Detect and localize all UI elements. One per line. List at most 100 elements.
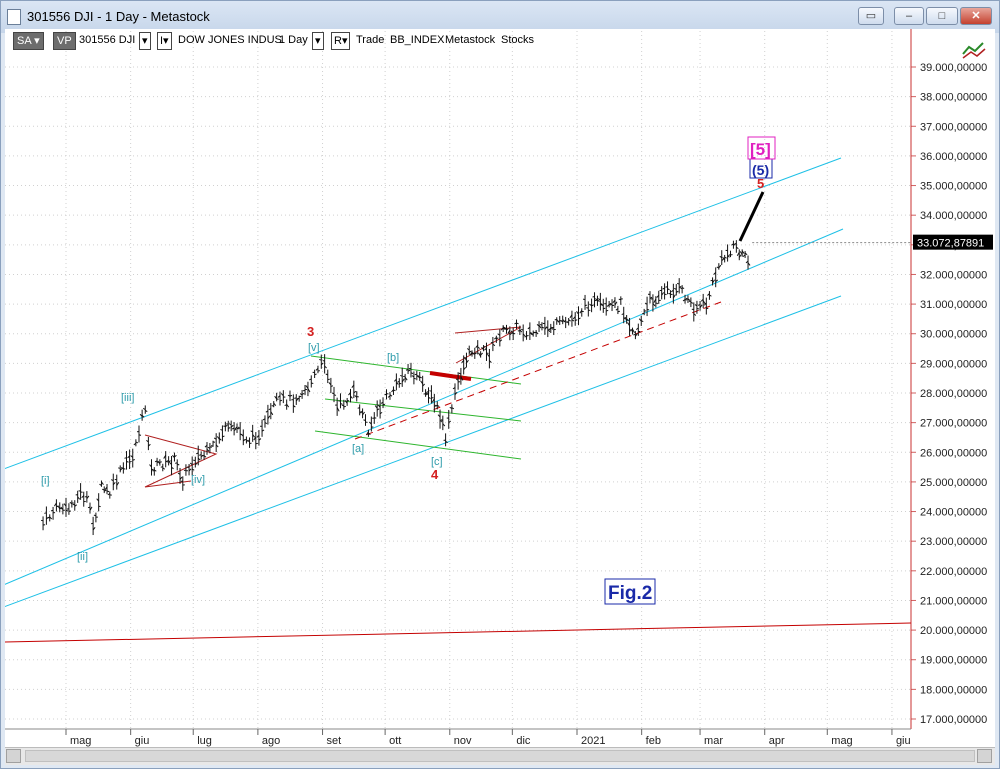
maximize-button[interactable]: □	[926, 7, 958, 25]
price-chart[interactable]: 17.000,00000 18.000,00000 19.000,00000 20.0…	[0, 29, 995, 747]
price-bar-close	[112, 482, 116, 486]
price-bar-close	[678, 285, 682, 288]
chart-type-icon	[962, 42, 986, 59]
vp-button[interactable]: VP	[53, 32, 76, 50]
price-bar-close	[340, 403, 343, 405]
price-bar-open	[163, 455, 167, 459]
price-bar-open	[44, 512, 47, 514]
y-tick-label: 29.000,00000	[920, 358, 987, 370]
price-bar-close	[649, 296, 653, 299]
price-bar-close	[696, 307, 700, 310]
scroll-right-icon[interactable]	[977, 749, 992, 763]
price-bar-close	[519, 329, 523, 333]
info-icon[interactable]: I▾	[157, 32, 172, 50]
price-bar-open	[722, 257, 726, 260]
price-bar-close	[448, 420, 452, 423]
price-bar-close	[509, 332, 513, 336]
price-bar-open	[387, 395, 391, 398]
close-button[interactable]: ✕	[960, 7, 992, 25]
x-tick-label: giu	[896, 735, 911, 747]
y-tick-label: 32.000,00000	[920, 269, 987, 281]
price-bar-open	[87, 506, 91, 509]
price-bar-open	[40, 519, 44, 522]
price-bar-close	[401, 378, 405, 383]
y-tick-label: 39.000,00000	[920, 62, 987, 74]
price-bar-close	[106, 490, 110, 493]
price-bar-close	[129, 460, 132, 463]
price-bar-open	[207, 446, 211, 449]
price-bar-close	[195, 462, 198, 466]
symbol-dropdown-icon[interactable]: ▾	[139, 32, 151, 50]
price-bar-close	[410, 372, 414, 375]
price-bar-open	[309, 378, 312, 381]
sa-label: SA	[17, 35, 32, 47]
price-bar-close	[362, 411, 365, 416]
price-bar-open	[685, 297, 689, 300]
period-dropdown-icon[interactable]: ▾	[312, 32, 324, 50]
title-bar: 301556 DJI - 1 Day - Metastock ▭ – □ ✕	[1, 1, 999, 33]
scroll-left-icon[interactable]	[6, 749, 21, 763]
price-bar-open	[739, 251, 743, 255]
price-bar-close	[307, 388, 311, 393]
y-tick-label: 25.000,00000	[920, 477, 987, 489]
price-bar-close	[116, 482, 120, 486]
price-bar-open	[560, 320, 563, 322]
price-bar-close	[350, 395, 353, 399]
price-bar-open	[426, 392, 429, 396]
price-bar-open	[380, 401, 384, 404]
price-bar-open	[256, 435, 260, 438]
wave-label: [b]	[387, 352, 399, 364]
price-bar-close	[721, 258, 725, 261]
price-bar-close	[617, 310, 621, 313]
price-bar-close	[477, 346, 481, 349]
price-bar-open	[96, 498, 100, 502]
price-bar-close	[389, 394, 393, 397]
x-tick-label: mag	[831, 735, 852, 747]
wave-label: [iv]	[191, 474, 205, 486]
price-bar-open	[81, 495, 85, 499]
price-bar-close	[141, 414, 145, 418]
price-bar-close	[65, 509, 69, 512]
wave-label: [ii]	[77, 551, 88, 563]
price-bar-open	[250, 430, 253, 433]
price-bar-close	[299, 395, 302, 398]
horizontal-scrollbar[interactable]	[5, 747, 995, 765]
price-bar-open	[331, 392, 335, 395]
price-bar-close	[286, 404, 290, 408]
price-bar-open	[417, 374, 421, 379]
price-bar-open	[210, 445, 214, 447]
price-bar-open	[487, 353, 490, 358]
price-bar-open	[299, 393, 303, 396]
price-bar-close	[575, 319, 578, 321]
price-bar-open	[231, 427, 235, 430]
price-bar-close	[681, 287, 685, 289]
r-dropdown[interactable]: R▾	[331, 32, 351, 50]
x-tick-label: ago	[262, 735, 280, 747]
y-tick-label: 34.000,00000	[920, 210, 987, 222]
price-bar-open	[57, 505, 61, 510]
stocks-label: Stocks	[501, 34, 535, 46]
y-tick-label: 22.000,00000	[920, 566, 987, 578]
price-bar-open	[586, 307, 589, 309]
price-bar-open	[149, 464, 152, 468]
price-bar-open	[455, 378, 459, 381]
price-bar-open	[63, 503, 67, 507]
y-tick-label: 19.000,00000	[920, 655, 987, 667]
price-bar-open	[507, 329, 511, 334]
price-bar-close	[413, 377, 417, 380]
price-bar-close	[59, 507, 62, 510]
price-bar-open	[360, 410, 363, 414]
price-bar-close	[547, 328, 551, 333]
price-bar-open	[420, 380, 424, 385]
sa-dropdown[interactable]: SA ▾	[13, 32, 44, 50]
price-bar-open	[624, 317, 628, 321]
price-bar-close	[407, 369, 411, 372]
minimize-button[interactable]: –	[894, 7, 924, 25]
price-bar-close	[502, 326, 506, 330]
scroll-thumb[interactable]	[25, 750, 975, 762]
price-bar-close	[261, 429, 265, 432]
price-bar-close	[252, 434, 256, 438]
price-bar-close	[171, 466, 174, 470]
restore-panel-icon[interactable]: ▭	[858, 7, 884, 25]
price-bar-open	[728, 254, 731, 256]
